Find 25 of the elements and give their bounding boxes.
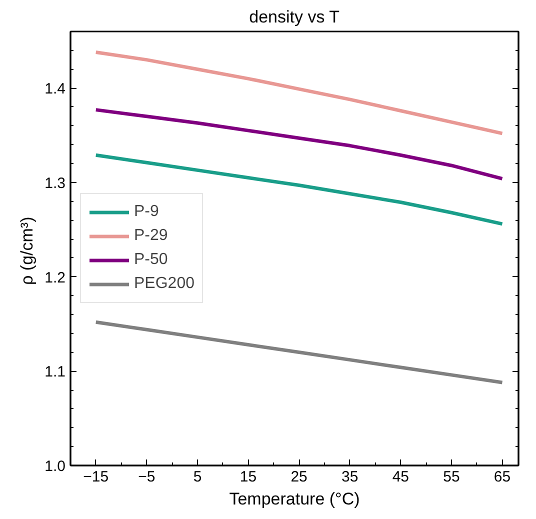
x-tick-label: 15 <box>240 468 257 486</box>
legend-label: P-9 <box>134 203 159 221</box>
x-tick-label: 35 <box>342 468 358 486</box>
line-series <box>94 320 504 384</box>
x-tick-label: 45 <box>392 468 410 486</box>
line-series <box>94 108 504 180</box>
x-tick-label: −15 <box>83 468 109 486</box>
y-tick-label: 1.4 <box>44 80 66 98</box>
x-tick-label: 55 <box>443 468 460 486</box>
legend-label: P-50 <box>134 251 168 269</box>
y-tick-label: 1.1 <box>44 364 66 381</box>
y-tick-label: 1.3 <box>44 174 66 192</box>
y-tick-label: 1.0 <box>44 458 66 475</box>
line-series <box>94 50 504 136</box>
x-axis-title: Temperature (°C) <box>229 490 360 508</box>
y-tick-label: 1.2 <box>44 269 66 286</box>
x-tick-label: 5 <box>193 468 202 486</box>
line-series <box>94 153 504 226</box>
legend-label: P-29 <box>134 227 168 245</box>
chart-title: density vs T <box>249 8 340 26</box>
x-tick-label: −5 <box>138 468 156 486</box>
legend-label: PEG200 <box>134 275 194 293</box>
y-axis-title: ρ (g/cm³) <box>18 216 37 285</box>
x-tick-label: 25 <box>290 468 308 486</box>
x-tick-label: 65 <box>494 468 511 486</box>
